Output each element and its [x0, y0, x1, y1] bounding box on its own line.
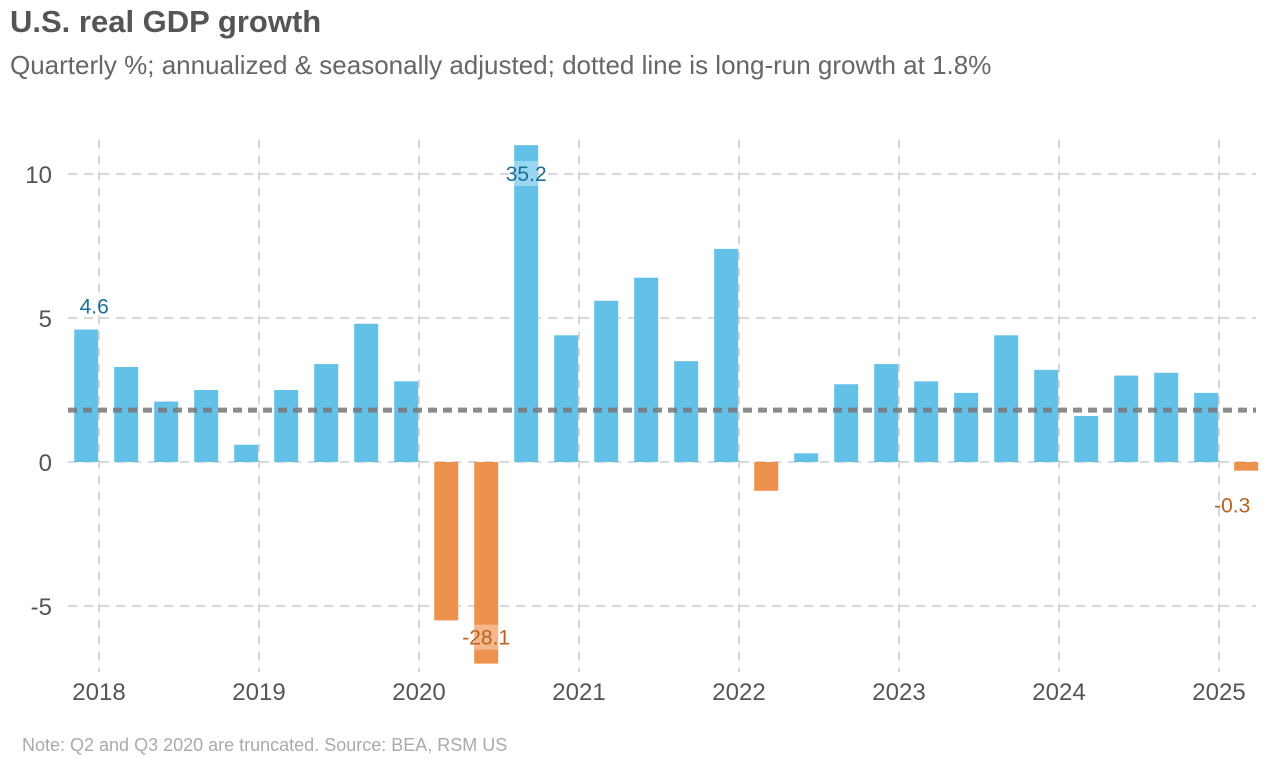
bar-2020-q4	[554, 335, 579, 462]
y-tick-label: 5	[39, 306, 52, 333]
bar-2021-q4	[714, 248, 739, 462]
bar-2024-q2	[1114, 375, 1139, 462]
x-tick-label: 2022	[712, 679, 765, 706]
bar-2018-q4	[234, 444, 259, 462]
bar-2022-q2	[794, 453, 819, 462]
bar-2019-q2	[314, 364, 339, 462]
x-tick-label: 2024	[1032, 679, 1085, 706]
data-label-backdrop	[474, 624, 499, 650]
bar-2019-q1	[274, 390, 299, 462]
gdp-bar-chart: -5 0 5 10 2018 2019 2020 2021 2022 2023 2024 2025 4.…	[25, 139, 1259, 706]
bar-2022-q1	[754, 462, 779, 491]
x-tick-label: 2025	[1192, 679, 1245, 706]
bar-2023-q3	[994, 335, 1019, 462]
bar-2021-q2	[634, 277, 659, 462]
chart-subtitle: Quarterly %; annualized & seasonally adj…	[10, 50, 992, 80]
bar-2019-q3	[354, 323, 379, 462]
y-tick-label: -5	[31, 594, 52, 621]
bar-2024-q4	[1194, 392, 1219, 462]
bar-2020-q3	[514, 145, 539, 462]
data-label: 4.6	[80, 296, 109, 319]
x-tick-label: 2018	[72, 679, 125, 706]
x-tick-label: 2020	[392, 679, 445, 706]
bar-2025-q1	[1234, 462, 1259, 471]
bar-2024-q1	[1074, 415, 1099, 462]
bar-2020-q2	[474, 462, 499, 664]
data-label: -28.1	[462, 627, 510, 650]
bar-2019-q4	[394, 381, 419, 462]
bar-2018-q1	[114, 366, 139, 462]
bar-2023-q4	[1034, 369, 1059, 462]
bar-2021-q1	[594, 300, 619, 462]
x-tick-label: 2019	[232, 679, 285, 706]
bar-2022-q4	[874, 364, 899, 462]
x-tick-label: 2023	[872, 679, 925, 706]
x-tick-label: 2021	[552, 679, 605, 706]
bar-2024-q3	[1154, 372, 1179, 462]
bar-2020-q1	[434, 462, 459, 621]
data-label-backdrop	[514, 161, 539, 186]
y-tick-label: 10	[25, 162, 52, 189]
data-label: -0.3	[1214, 495, 1250, 518]
bar-2023-q2	[954, 392, 979, 462]
bar-2023-q1	[914, 381, 939, 462]
bar-2018-q3	[194, 390, 219, 462]
chart-title: U.S. real GDP growth	[10, 4, 322, 39]
bar-2017-q4	[74, 329, 99, 462]
bar-2022-q3	[834, 384, 859, 462]
data-label: 35.2	[506, 163, 547, 186]
chart-note: Note: Q2 and Q3 2020 are truncated. Sour…	[22, 735, 508, 755]
y-tick-label: 0	[39, 450, 52, 477]
